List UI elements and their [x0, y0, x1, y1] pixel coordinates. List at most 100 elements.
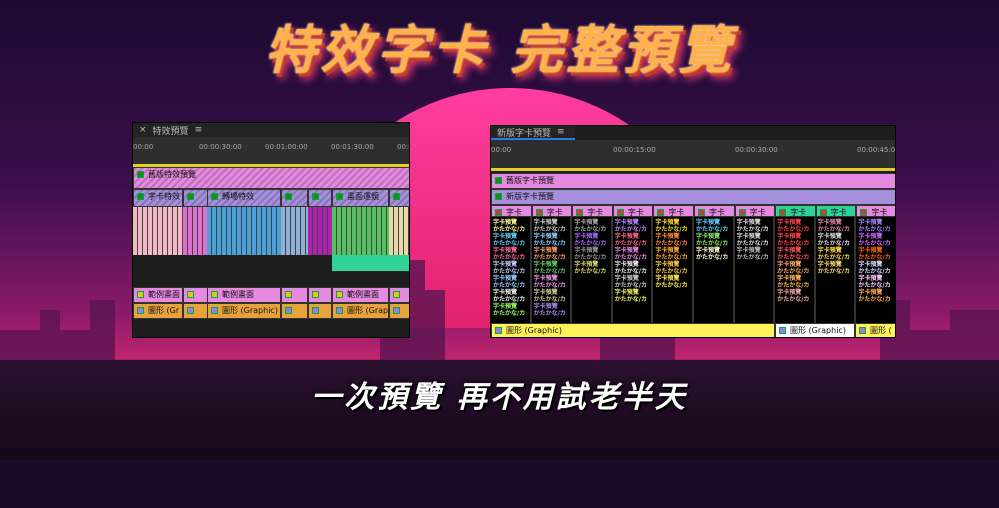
title-card-preview[interactable]: 字卡預覽 かたかな/カ: [615, 289, 651, 303]
title-card-preview[interactable]: 字卡預覽 かたかな/カ: [737, 233, 773, 247]
panel-title[interactable]: 特效預覽: [152, 126, 189, 137]
clip-effect-group[interactable]: [183, 189, 208, 207]
title-card-column[interactable]: 字卡預覽 かたかな/カ 字卡預覽 かたかな/カ 字卡預覽 かたかな/カ: [734, 217, 776, 323]
effect-clip-stack[interactable]: [183, 207, 208, 255]
title-card-preview[interactable]: 字卡預覽 かたかな/カ: [615, 247, 651, 261]
title-card-preview[interactable]: 字卡預覽 かたかな/カ: [858, 261, 894, 275]
title-card-preview[interactable]: 字卡預覽 かたかな/カ: [534, 289, 570, 303]
title-card-column[interactable]: 字卡預覽 かたかな/カ 字卡預覽 かたかな/カ 字卡預覽 かたかな/カ 字卡預覽 かたかな/カ…: [612, 217, 654, 323]
title-card-preview[interactable]: 字卡預覽 かたかな/カ: [858, 289, 894, 303]
title-card-preview[interactable]: 字卡預覽 かたかな/カ: [696, 233, 732, 247]
title-card-preview[interactable]: 字卡預覽 かたかな/カ: [493, 303, 529, 317]
effect-clip-stack[interactable]: [281, 207, 308, 255]
title-card-header[interactable]: 字卡_: [815, 205, 857, 217]
title-card-column[interactable]: 字卡預覽 かたかな/カ 字卡預覽 かたかな/カ 字卡預覽 かたかな/カ 字卡預覽 かたかな/カ…: [856, 217, 895, 323]
title-card-preview[interactable]: 字卡預覽 かたかな/カ: [534, 261, 570, 275]
title-card-preview[interactable]: 字卡預覽 かたかな/カ: [615, 275, 651, 289]
title-card-preview[interactable]: 字卡預覽 かたかな/カ: [655, 233, 691, 247]
title-card-column[interactable]: 字卡預覽 かたかな/カ 字卡預覽 かたかな/カ 字卡預覽 かたかな/カ 字卡預覽 かたかな/カ…: [775, 217, 816, 323]
clip-effect-group[interactable]: 畫面運鏡: [332, 189, 389, 207]
title-card-preview[interactable]: 字卡預覽 かたかな/カ: [534, 233, 570, 247]
clip-legacy-cards[interactable]: 舊版字卡預覽: [491, 173, 895, 189]
title-card-preview[interactable]: 字卡預覽 かたかな/カ: [858, 233, 894, 247]
clip-graphic[interactable]: [389, 303, 409, 319]
title-card-preview[interactable]: 字卡預覽 かたかな/カ: [534, 219, 570, 233]
title-card-preview[interactable]: 字卡預覽 かたかな/カ: [615, 219, 651, 233]
clip-graphic[interactable]: 圖形 (Graphic): [491, 323, 775, 337]
clip-effect-group[interactable]: [308, 189, 332, 207]
effect-clip-stack[interactable]: [207, 207, 281, 255]
clip-effect-group[interactable]: 轉場特效: [207, 189, 281, 207]
title-card-header[interactable]: 字卡_: [856, 205, 895, 217]
title-card-header[interactable]: 字卡_: [491, 205, 532, 217]
close-icon[interactable]: ×: [139, 125, 147, 135]
title-card-preview[interactable]: 字卡預覽 かたかな/カ: [574, 233, 610, 247]
title-card-header[interactable]: 字卡_: [775, 205, 816, 217]
title-card-preview[interactable]: 字卡預覽 かたかな/カ: [818, 247, 854, 261]
title-card-preview[interactable]: 字卡預覽 かたかな/カ: [777, 275, 813, 289]
clip-sample-footage[interactable]: [183, 287, 208, 303]
title-card-preview[interactable]: 字卡預覽 かたかな/カ: [493, 289, 529, 303]
title-card-preview[interactable]: 字卡預覽 かたかな/カ: [777, 233, 813, 247]
title-card-header[interactable]: 字卡_: [531, 205, 573, 217]
title-card-preview[interactable]: 字卡預覽 かたかな/カ: [818, 219, 854, 233]
clip-effect-group[interactable]: [389, 189, 409, 207]
clip-graphic[interactable]: [183, 303, 208, 319]
title-card-preview[interactable]: 字卡預覽 かたかな/カ: [858, 247, 894, 261]
title-card-header[interactable]: 字卡_: [572, 205, 613, 217]
clip-graphic[interactable]: 圖形 (Graphic): [207, 303, 281, 319]
title-card-preview[interactable]: 字卡預覽 かたかな/カ: [534, 303, 570, 317]
title-card-header[interactable]: 字卡_: [694, 205, 735, 217]
clip-effect-group[interactable]: 字卡特效: [133, 189, 183, 207]
title-card-preview[interactable]: 字卡預覽 かたかな/カ: [737, 247, 773, 261]
title-card-preview[interactable]: 字卡預覽 かたかな/カ: [777, 289, 813, 303]
title-card-header[interactable]: 字卡_: [612, 205, 654, 217]
title-card-preview[interactable]: 字卡預覽 かたかな/カ: [493, 219, 529, 233]
title-card-preview[interactable]: 字卡預覽 かたかな/カ: [818, 261, 854, 275]
title-card-preview[interactable]: 字卡預覽 かたかな/カ: [574, 261, 610, 275]
title-card-column[interactable]: 字卡預覽 かたかな/カ 字卡預覽 かたかな/カ 字卡預覽 かたかな/カ: [694, 217, 735, 323]
effect-clip-stack[interactable]: [133, 207, 183, 255]
title-card-column[interactable]: 字卡預覽 かたかな/カ 字卡預覽 かたかな/カ 字卡預覽 かたかな/カ 字卡預覽 かたかな/カ…: [491, 217, 532, 323]
title-card-preview[interactable]: 字卡預覽 かたかな/カ: [655, 275, 691, 289]
title-card-preview[interactable]: 字卡預覽 かたかな/カ: [493, 247, 529, 261]
panel-title[interactable]: 新版字卡預覽: [497, 128, 552, 139]
title-card-preview[interactable]: 字卡預覽 かたかな/カ: [777, 261, 813, 275]
effect-clip-stack[interactable]: [389, 207, 409, 255]
clip-sample-footage[interactable]: 範例畫面: [332, 287, 389, 303]
title-card-preview[interactable]: 字卡預覽 かたかな/カ: [655, 261, 691, 275]
title-card-column[interactable]: 字卡預覽 かたかな/カ 字卡預覽 かたかな/カ 字卡預覽 かたかな/カ 字卡預覽 かたかな/カ…: [531, 217, 573, 323]
title-card-preview[interactable]: 字卡預覽 かたかな/カ: [655, 247, 691, 261]
clip-new-cards[interactable]: 新版字卡預覽: [491, 189, 895, 205]
title-card-preview[interactable]: 字卡預覽 かたかな/カ: [615, 261, 651, 275]
menu-icon[interactable]: ≡: [557, 127, 565, 137]
title-card-preview[interactable]: 字卡預覽 かたかな/カ: [493, 261, 529, 275]
title-card-preview[interactable]: 字卡預覽 かたかな/カ: [574, 219, 610, 233]
clip-sample-footage[interactable]: [281, 287, 308, 303]
menu-icon[interactable]: ≡: [194, 125, 203, 135]
title-card-preview[interactable]: 字卡預覽 かたかな/カ: [615, 233, 651, 247]
title-card-preview[interactable]: 字卡預覽 かたかな/カ: [777, 219, 813, 233]
title-card-preview[interactable]: 字卡預覽 かたかな/カ: [696, 247, 732, 261]
title-card-preview[interactable]: 字卡預覽 かたかな/カ: [696, 219, 732, 233]
title-card-preview[interactable]: 字卡預覽 かたかな/カ: [737, 219, 773, 233]
title-card-header[interactable]: 字卡_: [734, 205, 776, 217]
effect-clip-stack[interactable]: [308, 207, 332, 255]
clip-graphic[interactable]: [308, 303, 332, 319]
clip-sample-footage[interactable]: 範例畫面: [207, 287, 281, 303]
title-card-preview[interactable]: 字卡預覽 かたかな/カ: [493, 275, 529, 289]
clip-effect-group[interactable]: [281, 189, 308, 207]
clip-graphic[interactable]: 圖形 (Graphi: [332, 303, 389, 319]
time-ruler[interactable]: 00:00 00:00:30:00 00:01:00:00 00:01:30:00 00…: [133, 137, 409, 167]
title-card-header[interactable]: 字卡_: [653, 205, 694, 217]
title-card-preview[interactable]: 字卡預覽 かたかな/カ: [858, 219, 894, 233]
clip-sample-footage[interactable]: 範例畫面: [133, 287, 183, 303]
title-card-column[interactable]: 字卡預覽 かたかな/カ 字卡預覽 かたかな/カ 字卡預覽 かたかな/カ 字卡預覽 かたかな/カ…: [653, 217, 694, 323]
clip-graphic[interactable]: 圖形 (: [855, 323, 895, 337]
clip-legacy-effects[interactable]: 舊版特效預覽: [133, 167, 409, 189]
title-card-preview[interactable]: 字卡預覽 かたかな/カ: [534, 275, 570, 289]
clip-sample-footage[interactable]: [389, 287, 409, 303]
title-card-preview[interactable]: 字卡預覽 かたかな/カ: [777, 247, 813, 261]
title-card-preview[interactable]: 字卡預覽 かたかな/カ: [655, 219, 691, 233]
title-card-preview[interactable]: 字卡預覽 かたかな/カ: [574, 247, 610, 261]
